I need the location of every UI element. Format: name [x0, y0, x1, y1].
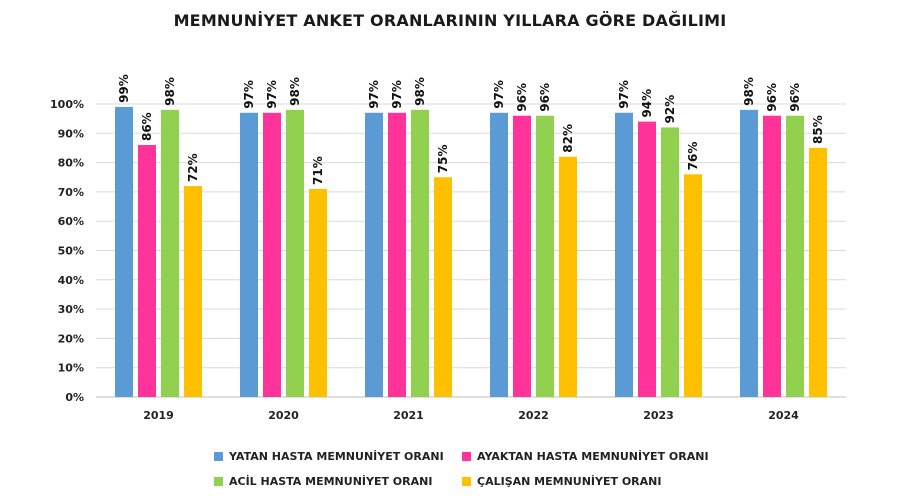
bar	[263, 112, 281, 397]
data-label: 75%	[436, 145, 450, 174]
bar	[115, 106, 133, 398]
bar	[786, 115, 804, 397]
data-label: 96%	[788, 83, 802, 112]
bar	[411, 109, 429, 398]
legend-item: YATAN HASTA MEMNUNİYET ORANI	[214, 450, 444, 463]
y-axis-ticks: 0% 10% 20% 30% 40% 50% 60% 70% 80% 90% 100%	[50, 98, 84, 404]
x-tick-label: 2023	[643, 409, 674, 422]
bar	[536, 115, 554, 397]
data-label: 97%	[242, 80, 256, 109]
data-label: 96%	[765, 83, 779, 112]
data-label: 98%	[413, 77, 427, 106]
legend-item: AYAKTAN HASTA MEMNUNİYET ORANI	[462, 450, 709, 463]
y-tick-label: 90%	[58, 127, 84, 140]
bar	[388, 112, 406, 397]
y-tick-label: 100%	[50, 98, 84, 111]
data-label: 97%	[265, 80, 279, 109]
data-label: 71%	[311, 156, 325, 185]
x-tick-label: 2024	[768, 409, 799, 422]
legend-item: ACİL HASTA MEMNUNİYET ORANI	[214, 475, 432, 488]
data-label: 76%	[686, 142, 700, 171]
legend-swatch	[214, 452, 223, 461]
x-axis-ticks: 2019 2020 2021 2022 2023 2024	[143, 409, 799, 422]
legend-swatch	[462, 477, 471, 486]
bar	[365, 112, 383, 397]
data-label: 85%	[811, 115, 825, 144]
y-tick-label: 20%	[58, 332, 84, 345]
x-tick-label: 2022	[518, 409, 549, 422]
y-tick-label: 60%	[58, 215, 84, 228]
chart-title: MEMNUNİYET ANKET ORANLARININ YILLARA GÖR…	[173, 11, 727, 30]
bar	[490, 112, 508, 397]
y-tick-label: 50%	[58, 245, 84, 258]
legend-swatch	[214, 477, 223, 486]
data-labels: 99% 86% 98% 72% 97% 97% 98% 71% 97% 97% 98% 75% 97% 9…	[117, 74, 825, 185]
bar	[184, 186, 202, 397]
data-label: 98%	[288, 77, 302, 106]
bar	[559, 156, 577, 397]
data-label: 92%	[663, 95, 677, 124]
data-label: 72%	[186, 153, 200, 182]
legend-label: ACİL HASTA MEMNUNİYET ORANI	[229, 475, 433, 488]
y-tick-label: 0%	[65, 391, 84, 404]
bar	[138, 145, 156, 397]
bar	[161, 109, 179, 398]
data-label: 98%	[742, 77, 756, 106]
data-label: 97%	[367, 80, 381, 109]
legend-label: YATAN HASTA MEMNUNİYET ORANI	[229, 450, 444, 463]
legend-label: ÇALIŞAN MEMNUNİYET ORANI	[477, 475, 662, 488]
gridlines	[96, 103, 846, 398]
bar	[740, 109, 758, 398]
x-tick-label: 2020	[268, 409, 299, 422]
data-label: 96%	[538, 83, 552, 112]
x-tick-label: 2019	[143, 409, 174, 422]
data-label: 82%	[561, 124, 575, 153]
data-label: 97%	[492, 80, 506, 109]
y-tick-label: 80%	[58, 157, 84, 170]
legend-label: AYAKTAN HASTA MEMNUNİYET ORANI	[477, 450, 709, 463]
data-label: 94%	[640, 89, 654, 118]
bars	[115, 106, 827, 398]
data-label: 97%	[617, 80, 631, 109]
bar	[809, 147, 827, 397]
bar	[661, 127, 679, 397]
y-tick-label: 30%	[58, 303, 84, 316]
y-tick-label: 70%	[58, 186, 84, 199]
data-label: 86%	[140, 112, 154, 141]
bar	[763, 115, 781, 397]
bar	[286, 109, 304, 398]
bar	[615, 112, 633, 397]
bar	[240, 112, 258, 397]
legend-swatch	[462, 452, 471, 461]
bar	[513, 115, 531, 397]
data-label: 96%	[515, 83, 529, 112]
data-label: 98%	[163, 77, 177, 106]
x-tick-label: 2021	[393, 409, 424, 422]
y-tick-label: 40%	[58, 274, 84, 287]
bar	[684, 174, 702, 397]
y-tick-label: 10%	[58, 362, 84, 375]
bar	[309, 188, 327, 397]
bar	[434, 177, 452, 397]
legend-item: ÇALIŞAN MEMNUNİYET ORANI	[462, 475, 661, 488]
data-label: 99%	[117, 74, 131, 103]
data-label: 97%	[390, 80, 404, 109]
bar	[638, 121, 656, 397]
